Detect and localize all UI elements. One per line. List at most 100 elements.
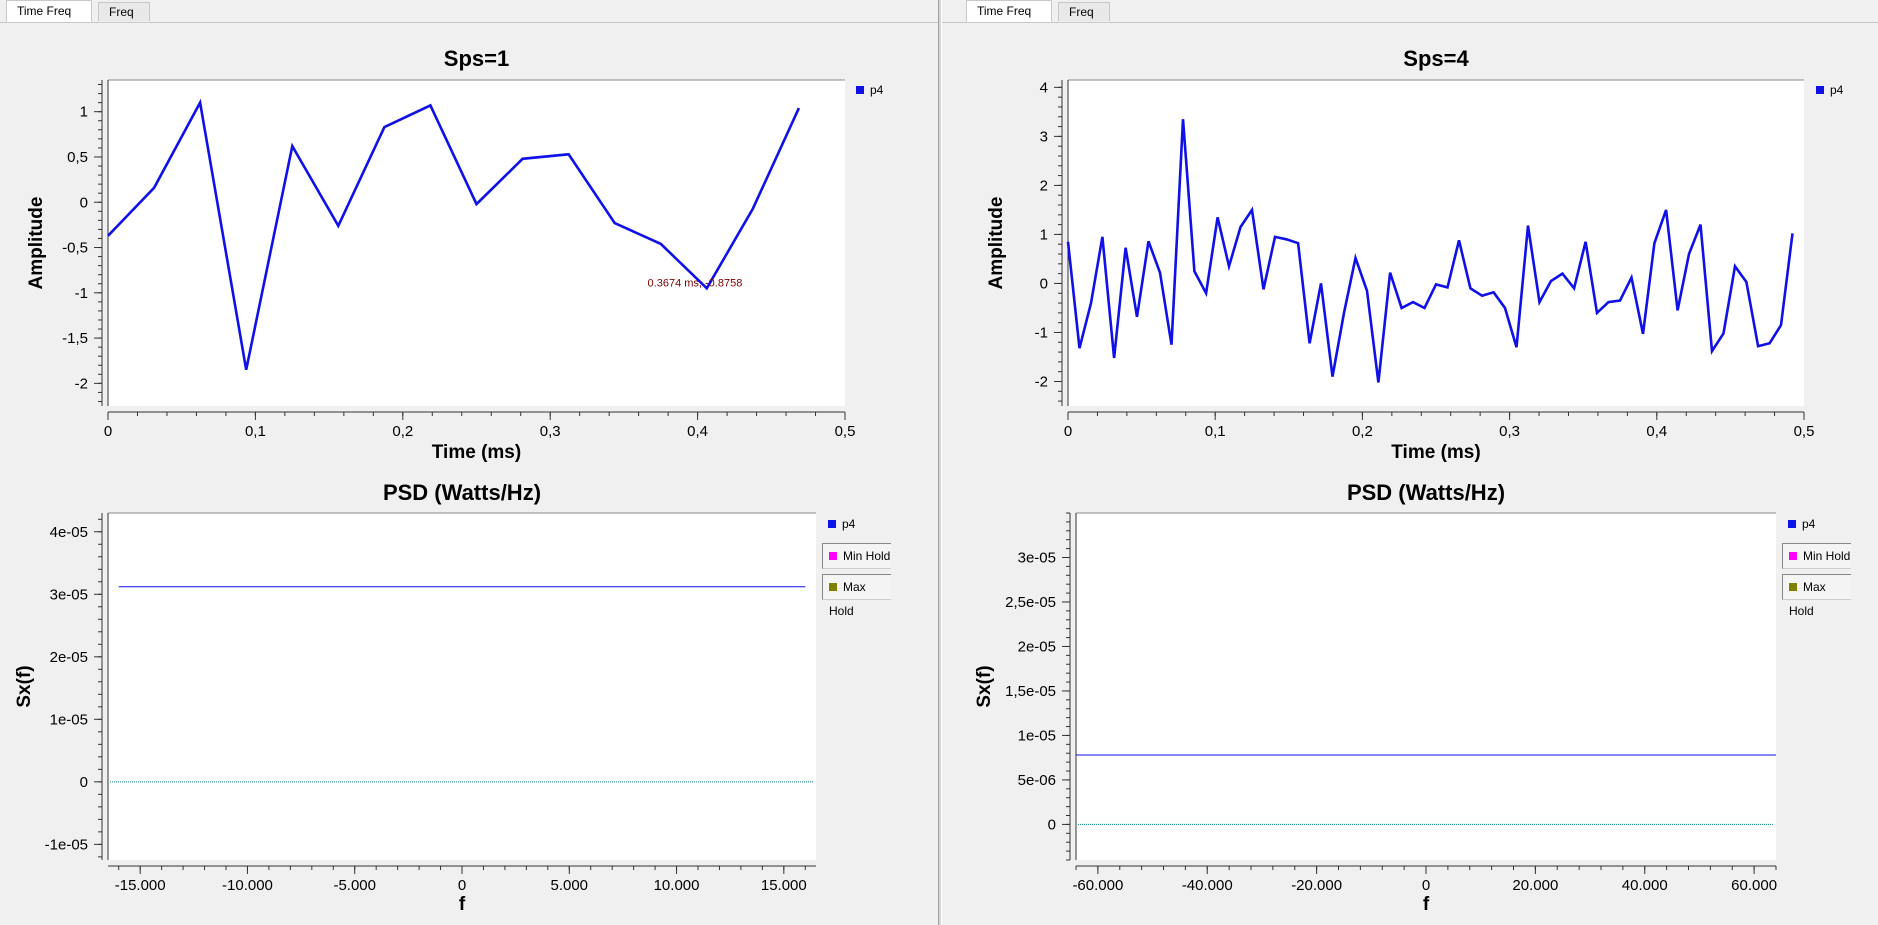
- y-tick-label: 1e-05: [50, 711, 88, 728]
- x-tick-label: 0,4: [1646, 423, 1667, 440]
- y-tick-label: -1: [1035, 324, 1048, 341]
- legend-item-p4[interactable]: p4: [828, 512, 855, 536]
- x-tick-label: -40.000: [1182, 877, 1233, 894]
- y-tick-label: 0: [1048, 816, 1056, 833]
- series-line-p4: [107, 98, 801, 371]
- y-tick-label: 2,5e-05: [1005, 594, 1056, 611]
- x-axis-label: Time (ms): [432, 442, 521, 463]
- y-tick-label: -1e-05: [45, 836, 88, 853]
- x-tick-label: 15.000: [761, 877, 807, 894]
- x-axis-label: Time (ms): [1391, 442, 1480, 463]
- y-axis-label: Sx(f): [14, 665, 35, 707]
- time-plot-sps4[interactable]: Sps=4 Time (ms) Amplitude 0 0,1 0,2 0,3 0,4 0,5 4…: [942, 0, 1878, 925]
- y-tick-label: 1: [80, 104, 88, 121]
- y-tick-label: 5e-06: [1018, 772, 1056, 789]
- tab-time[interactable]: Time Freq: [6, 0, 92, 22]
- psd-plot-right[interactable]: PSD (Watts/Hz) f Sx(f) -60.000 -40.000 -20.00…: [942, 0, 1878, 925]
- legend-item-p4[interactable]: p4: [1788, 512, 1815, 536]
- chart-title: PSD (Watts/Hz): [383, 480, 541, 505]
- x-tick-label: 0: [1422, 877, 1430, 894]
- x-tick-label: 60.000: [1731, 877, 1777, 894]
- x-tick-label: 0,4: [687, 423, 708, 440]
- x-tick-label: 0,2: [392, 423, 413, 440]
- x-tick-label: 0,3: [540, 423, 561, 440]
- x-tick-label: 0,5: [835, 423, 856, 440]
- right-plot-pane: Time Freq Freq Sps=4 Time (ms) Amplitude 0 0…: [942, 0, 1878, 925]
- x-tick-label: 0,1: [245, 423, 266, 440]
- legend-item-min-hold[interactable]: Min Hold: [822, 543, 891, 569]
- y-tick-label: 3e-05: [1018, 549, 1056, 566]
- legend-item-min-hold[interactable]: Min Hold: [1782, 543, 1851, 569]
- left-plot-pane: Time Freq Freq Sps=1 Time (ms) Amplitude 0 0…: [0, 0, 940, 925]
- plot-canvas: [108, 80, 845, 406]
- x-tick-label: 40.000: [1622, 877, 1668, 894]
- y-tick-label: -2: [75, 375, 88, 392]
- pane-splitter[interactable]: [938, 0, 942, 925]
- legend-swatch-p4: [856, 85, 864, 94]
- x-axis-label: f: [459, 894, 466, 915]
- y-tick-label: 3e-05: [50, 586, 88, 603]
- y-tick-label: 0: [1040, 275, 1048, 292]
- x-tick-label: 0,3: [1499, 423, 1520, 440]
- y-axis-label: Amplitude: [26, 197, 47, 290]
- legend-swatch-p4: [828, 519, 836, 528]
- legend-label: p4: [1802, 517, 1816, 531]
- tab-bar: Time Freq Freq: [942, 0, 1878, 23]
- legend-label: p4: [842, 517, 856, 531]
- x-tick-label: -60.000: [1072, 877, 1123, 894]
- legend-swatch-max-hold: [829, 582, 837, 591]
- y-tick-label: 4: [1040, 79, 1048, 96]
- y-tick-label: -1: [75, 285, 88, 302]
- x-tick-label: 20.000: [1512, 877, 1558, 894]
- tab-freq[interactable]: Freq: [1058, 2, 1110, 21]
- x-tick-label: 0: [1064, 423, 1072, 440]
- x-tick-label: 0,1: [1205, 423, 1226, 440]
- y-tick-label: 2: [1040, 177, 1048, 194]
- legend-label: Max Hold: [1789, 580, 1826, 618]
- plot-canvas: [1076, 513, 1776, 860]
- x-axis-label: f: [1423, 894, 1430, 915]
- series-line-p4: [1066, 119, 1794, 383]
- chart-title: Sps=4: [1403, 46, 1469, 71]
- legend-label: Min Hold: [843, 549, 891, 563]
- psd-plot-left[interactable]: PSD (Watts/Hz)fSx(f)-15.000 -10.000 -5.000…: [0, 0, 940, 925]
- x-tick-label: 5.000: [550, 877, 588, 894]
- y-tick-label: 1: [1040, 226, 1048, 243]
- legend-label: p4: [1830, 83, 1844, 97]
- y-tick-label: 2e-05: [1018, 638, 1056, 655]
- x-tick-label: 0,2: [1352, 423, 1373, 440]
- y-tick-label: 0: [80, 774, 88, 791]
- y-tick-label: -0,5: [62, 240, 88, 257]
- legend-swatch-max-hold: [1789, 582, 1797, 591]
- x-tick-label: 10.000: [654, 877, 700, 894]
- y-axis-label: Sx(f): [974, 665, 995, 707]
- chart-title: PSD (Watts/Hz): [1347, 480, 1505, 505]
- legend-label: Min Hold: [1803, 549, 1851, 563]
- y-axis-label: Amplitude: [986, 197, 1007, 290]
- x-tick-label: 0,5: [1794, 423, 1815, 440]
- x-tick-label: -15.000: [115, 877, 166, 894]
- y-tick-label: 3: [1040, 128, 1048, 145]
- x-tick-label: 0: [104, 423, 112, 440]
- tab-bar: Time Freq Freq: [0, 0, 940, 23]
- time-plot-sps1[interactable]: Sps=1 Time (ms) Amplitude 0 0,1 0,2 0,3 0,4 0,5 1…: [0, 0, 940, 925]
- legend-label: p4: [870, 83, 884, 97]
- y-tick-label: 4e-05: [50, 524, 88, 541]
- y-tick-label: -2: [1035, 373, 1048, 390]
- legend-swatch-min-hold: [829, 551, 837, 560]
- marker-readout: 0.3674 ms, -0.8758: [648, 278, 743, 290]
- tab-time[interactable]: Time Freq: [966, 0, 1052, 22]
- legend-item-p4[interactable]: p4: [856, 78, 883, 102]
- chart-title: Sps=1: [444, 46, 509, 71]
- x-tick-label: -5.000: [333, 877, 376, 894]
- legend-item-max-hold[interactable]: Max Hold: [822, 574, 891, 618]
- plot-canvas: [1068, 80, 1804, 406]
- legend-item-max-hold[interactable]: Max Hold: [1782, 574, 1851, 618]
- tab-freq[interactable]: Freq: [98, 2, 150, 21]
- legend-label: Max Hold: [829, 580, 866, 618]
- legend-swatch-p4: [1816, 85, 1824, 94]
- plot-canvas: [108, 513, 816, 860]
- y-tick-label: 0: [80, 194, 88, 211]
- legend-item-p4[interactable]: p4: [1816, 78, 1843, 102]
- x-tick-label: 0: [458, 877, 466, 894]
